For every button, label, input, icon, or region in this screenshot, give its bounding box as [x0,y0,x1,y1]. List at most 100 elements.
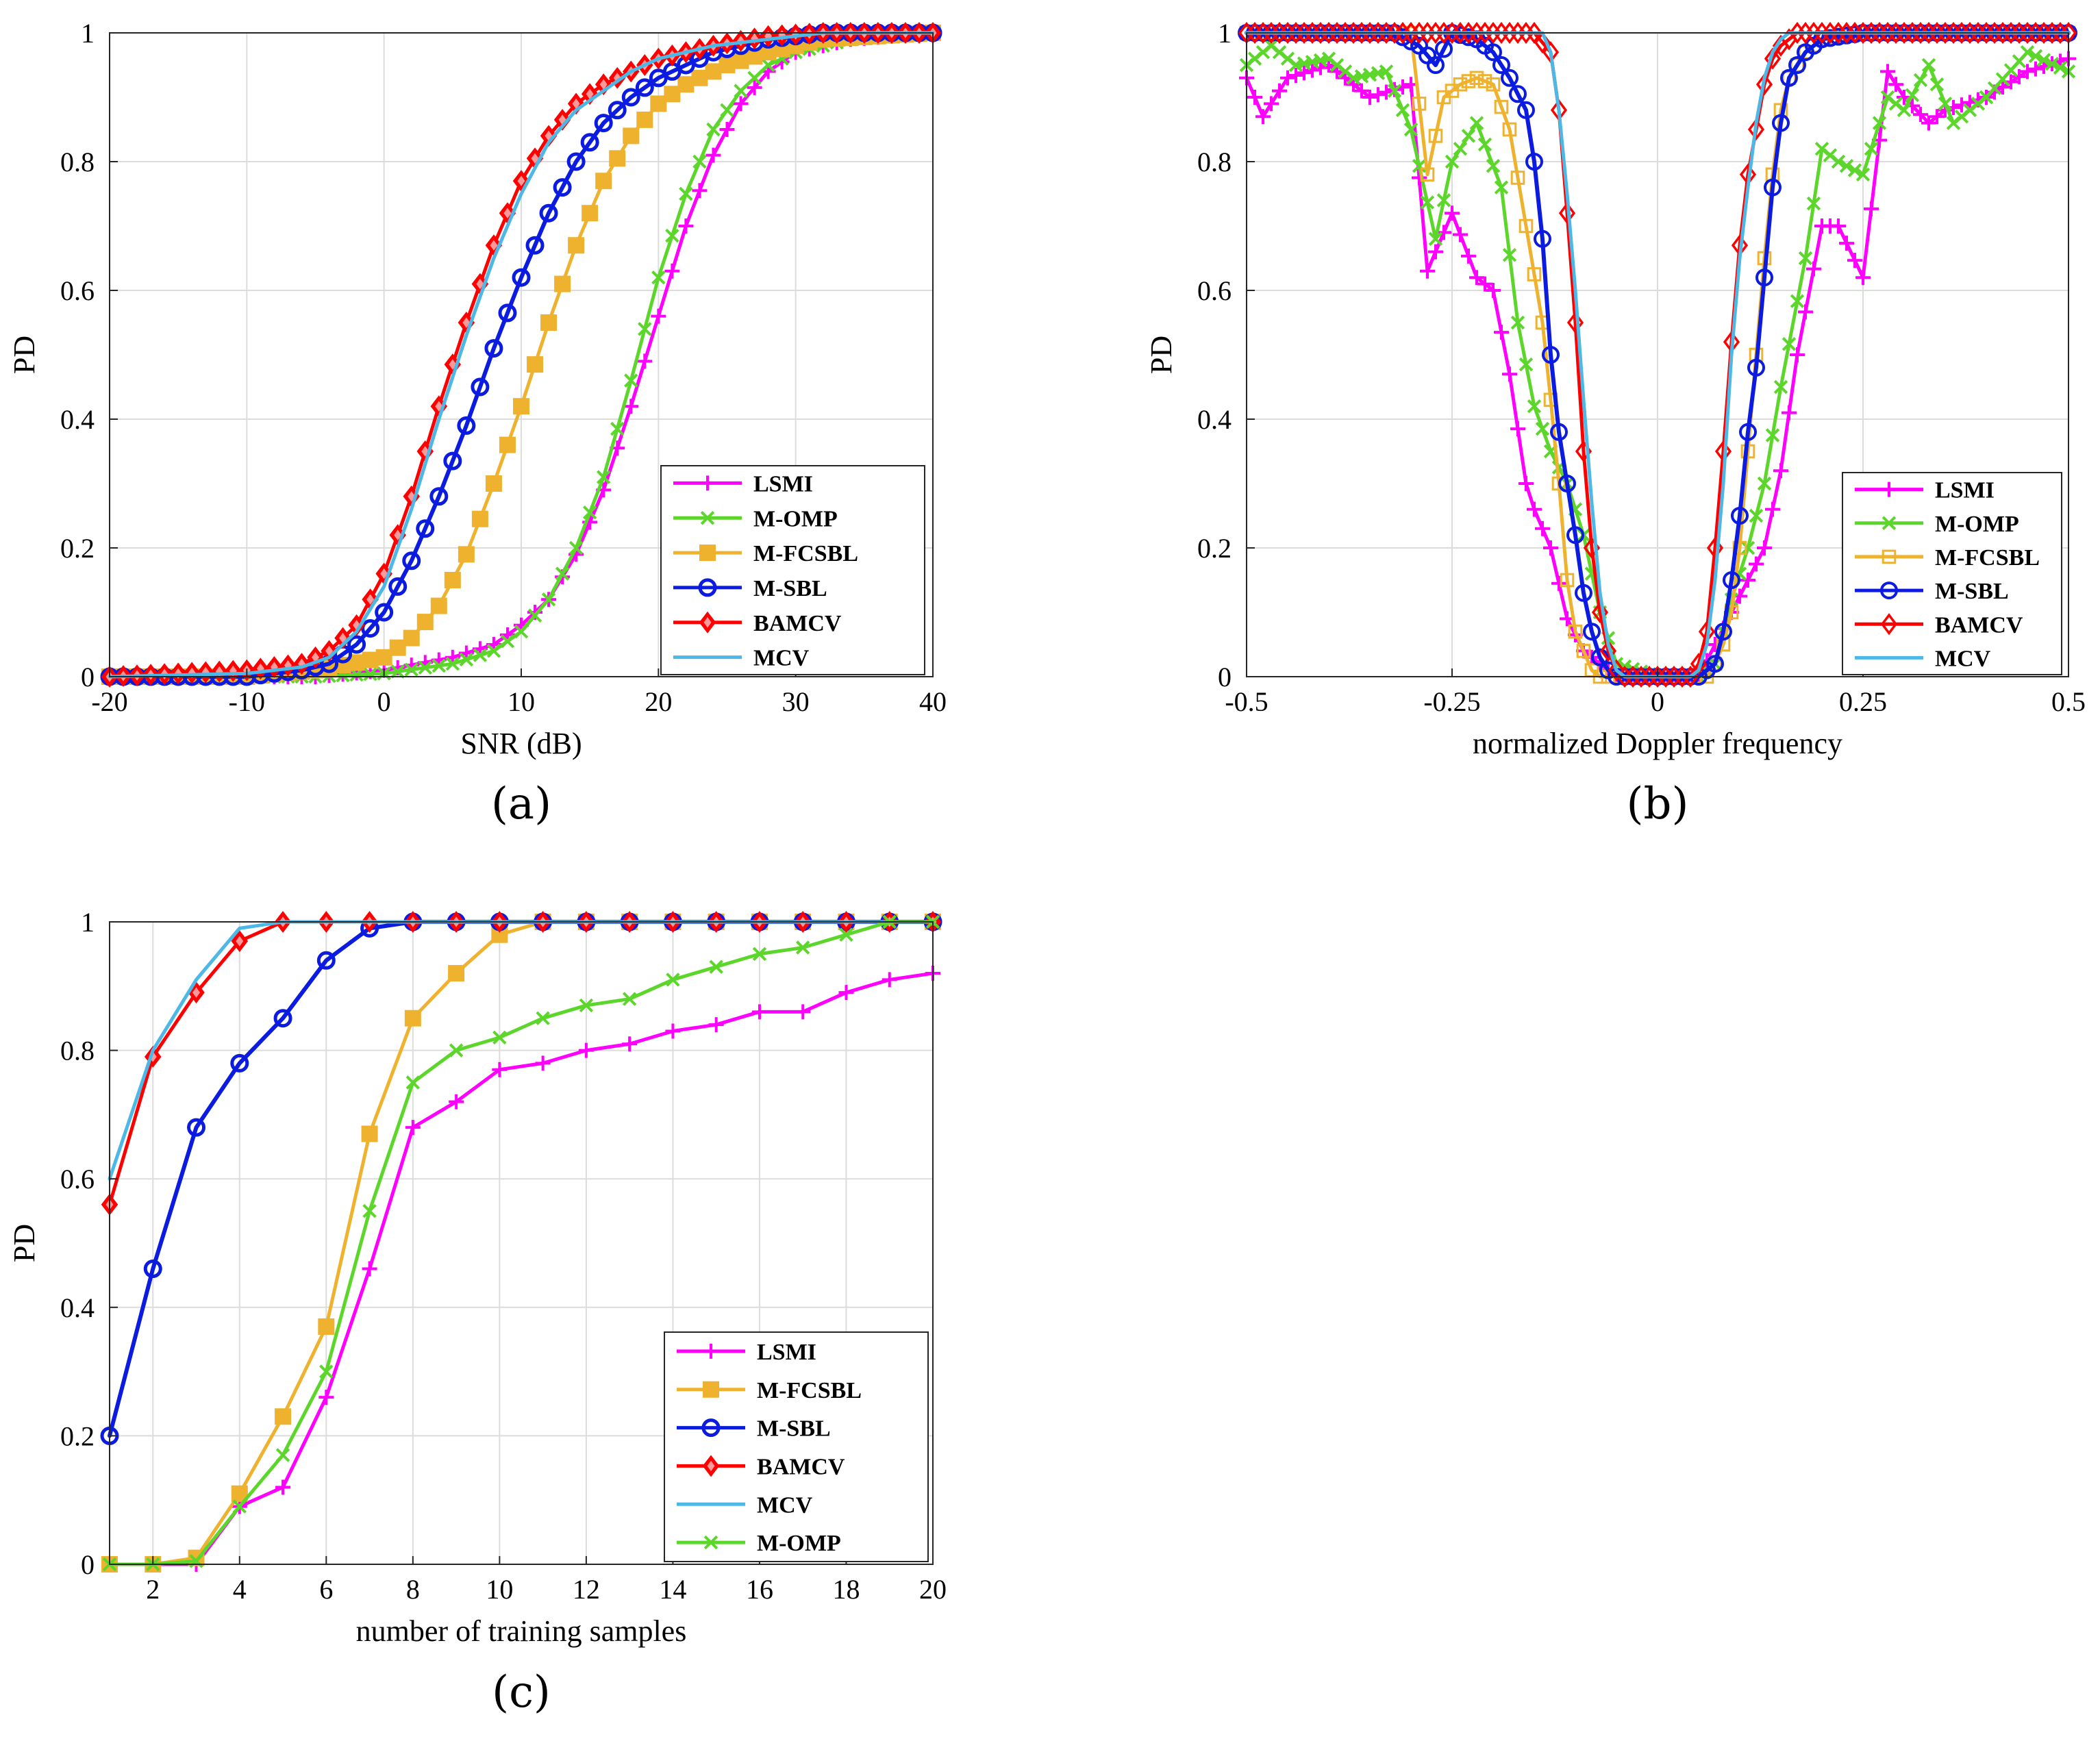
legend-label: MCV [757,1492,813,1518]
data-point-m-omp-marker [1461,129,1476,143]
data-point-lsmi-marker [1461,248,1476,264]
x-tick-label: 0 [377,686,391,717]
data-point-lsmi-marker [1272,83,1287,99]
data-point-m-sbl-marker [1566,526,1584,544]
legend-item-bamcv: BAMCV [1855,612,2023,638]
data-point-m-sbl-marker [230,1053,249,1073]
data-point-lsmi-marker [1313,60,1328,75]
legend-item-lsmi: LSMI [1855,478,1995,503]
data-point-bamcv-marker-core [366,594,375,605]
data-point-m-omp-marker [582,505,597,520]
data-point-m-fcsbl-marker [623,127,640,145]
data-point-bamcv-marker-core [394,529,402,540]
data-point-bamcv-marker-core [312,652,319,663]
data-point-m-sbl-marker [416,519,435,538]
y-tick-label: 0 [81,662,95,692]
data-point-m-omp-marker [1938,97,1953,111]
data-point-m-omp-marker [651,270,666,285]
y-tick-label: 0.8 [60,1036,95,1066]
data-point-m-fcsbl-marker [1494,99,1509,114]
data-point-m-fcsbl-marker [732,52,749,69]
data-point-m-fcsbl-marker [362,651,379,668]
data-point-lsmi-marker [1371,87,1386,103]
data-point-lsmi-marker [1518,476,1534,491]
data-point-m-sbl-marker [580,133,599,152]
data-point-m-omp-marker [449,1043,464,1057]
legend-swatch-marker [700,475,715,491]
x-tick-label: 20 [645,686,672,717]
data-point-lsmi-marker [362,1261,377,1277]
data-point-m-fcsbl-marker [499,436,516,453]
data-point-m-omp-marker [1436,193,1451,208]
plot-border [109,32,934,677]
data-point-m-sbl-marker [1788,56,1806,74]
legend-swatch-marker [703,1381,719,1398]
data-point-bamcv-marker [1608,659,1625,681]
data-point-lsmi-marker [2020,64,2035,79]
chart-panel-c: 2 4 6 8 10 12 14 16 18 20 0 0.2 0.4 0.6 0.8 1 number of… [8,907,947,1718]
data-point-m-omp-marker [473,648,488,662]
data-point-m-omp-marker [363,667,377,681]
data-point-bamcv-marker-core [586,88,594,99]
data-point-m-sbl-marker [553,178,572,197]
data-point-m-omp-marker [514,624,529,639]
data-point-m-omp-marker [1387,84,1402,98]
data-point-bamcv-marker-core [408,491,416,502]
data-point-m-fcsbl-marker [375,649,392,666]
legend-swatch-marker [1880,581,1898,600]
data-point-lsmi-marker [1847,253,1862,268]
data-point-m-fcsbl-marker [568,237,585,254]
data-point-m-sbl-marker [1575,584,1592,602]
legend-label: BAMCV [757,1454,845,1479]
chart-panel-a: -20 -10 0 10 20 30 40 0 0.2 0.4 0.6 0.8 1 SNR (dB) P… [8,18,947,829]
data-point-lsmi-marker [1773,463,1788,479]
data-point-m-fcsbl-marker [389,639,406,656]
data-point-m-sbl-marker [143,1260,162,1279]
data-point-lsmi-marker [1428,244,1443,260]
data-point-m-omp-marker [679,186,693,201]
data-point-m-sbl-marker [273,1009,292,1028]
data-point-m-omp-marker [1494,180,1509,195]
data-point-m-omp-marker [418,660,432,675]
data-point-lsmi-marker [1954,97,1969,113]
data-point-lsmi-marker [1527,501,1542,517]
data-point-m-omp-marker [747,71,762,86]
data-point-m-omp-marker [795,940,810,955]
data-point-m-omp-marker [1412,159,1427,173]
data-point-m-omp-marker [189,1554,203,1568]
y-tick-label: 0.6 [60,1164,95,1194]
data-point-m-omp-marker [665,228,679,243]
data-point-lsmi-marker [719,122,735,137]
data-point-m-sbl-marker [1550,423,1568,441]
legend-swatch-marker [701,1418,721,1438]
data-point-lsmi-marker [1469,270,1484,286]
data-point-m-sbl-marker [443,451,462,471]
data-point-m-sbl-marker [187,1118,206,1137]
data-point-m-omp-marker [709,960,723,974]
data-point-lsmi-marker [1445,205,1460,221]
data-point-m-omp-marker [568,540,584,555]
data-point-m-omp-marker [1527,399,1542,414]
data-point-bamcv-marker-core [229,665,237,677]
data-point-m-sbl-marker [1492,56,1510,74]
data-point-m-omp-marker [752,947,767,962]
data-point-lsmi-marker [1740,573,1755,588]
legend-item-bamcv: BAMCV [677,1454,845,1479]
data-point-m-sbl-marker [471,377,490,397]
data-point-bamcv-marker-core [751,33,759,44]
x-tick-label: 6 [319,1574,333,1605]
data-point-m-fcsbl-marker [1428,129,1443,143]
legend-label: BAMCV [1935,612,2023,638]
data-point-bamcv-marker-core [599,79,608,90]
data-point-bamcv-marker-core [380,568,388,579]
data-point-m-fcsbl-marker [1568,624,1583,639]
panel-label-c: (c) [492,1667,551,1718]
data-point-lsmi-marker [1535,521,1550,536]
chart-panel-b: -0.5 -0.25 0 0.25 0.5 0 0.2 0.4 0.6 0.8 1 normaliz… [1145,18,2086,829]
data-point-m-sbl-marker [1542,346,1560,364]
plot-border [1246,32,2069,677]
data-point-m-fcsbl-marker [1486,77,1501,92]
x-tick-label: -0.25 [1423,686,1480,717]
data-point-lsmi-marker [747,79,762,95]
data-point-m-sbl-marker [1427,56,1445,74]
